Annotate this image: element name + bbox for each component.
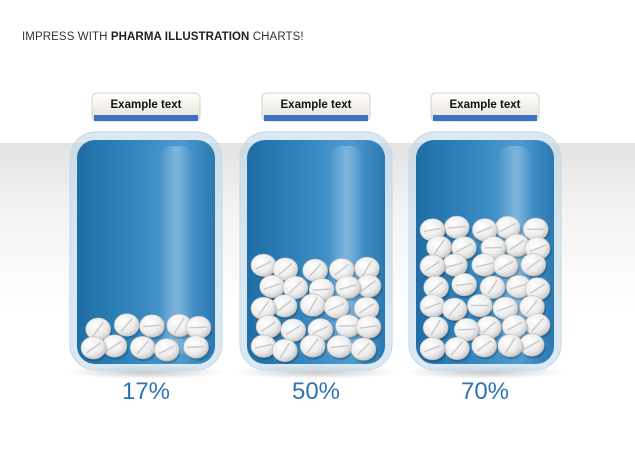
pill (101, 334, 129, 360)
pill (280, 318, 308, 344)
pill (492, 254, 520, 280)
jar-label-band (264, 115, 368, 121)
pill (282, 275, 310, 302)
pill (471, 334, 499, 360)
pill (335, 275, 362, 301)
title-bold: PHARMA ILLUSTRATION (110, 31, 250, 43)
pill (299, 334, 327, 360)
pill (139, 314, 166, 340)
pill-stack (250, 253, 383, 365)
pill (129, 335, 157, 362)
pill (250, 253, 278, 280)
pill-jar: Example text (236, 92, 396, 379)
pill (441, 297, 469, 323)
pill (299, 293, 327, 319)
pill (524, 313, 552, 339)
pill (451, 273, 479, 299)
title-suffix: CHARTS! (249, 31, 304, 43)
pill-stack (419, 215, 552, 363)
pill (166, 313, 194, 340)
category-label: Example text (281, 99, 352, 111)
value-label: 70% (460, 378, 510, 405)
jar-shine (158, 146, 194, 354)
pill (444, 215, 471, 242)
pill (520, 253, 548, 279)
pill-jar: Example text (66, 92, 226, 379)
pill (80, 336, 108, 362)
pill (479, 275, 507, 301)
pill (185, 315, 213, 342)
pill (497, 333, 525, 360)
pill-stack (80, 313, 213, 364)
pill (355, 274, 383, 300)
jar-label-band (433, 115, 537, 121)
pill (250, 334, 278, 360)
pill (271, 338, 299, 365)
title-prefix: IMPRESS WITH (22, 31, 111, 43)
page-title: IMPRESS WITH PHARMA ILLUSTRATION CHARTS! (22, 31, 304, 43)
value-label: 17% (121, 378, 171, 405)
pill (326, 334, 354, 361)
pill (355, 315, 383, 341)
category-label: Example text (450, 99, 521, 111)
pill (271, 294, 299, 320)
pill (113, 313, 141, 339)
pill (453, 318, 481, 344)
pill (503, 233, 531, 259)
pill (335, 314, 363, 340)
category-label: Example text (111, 99, 182, 111)
jar-label-band (94, 115, 198, 121)
pill (494, 215, 522, 242)
pill (153, 338, 181, 364)
value-label: 50% (291, 378, 341, 405)
pill (419, 254, 447, 280)
pill-jar: Example text (405, 92, 565, 379)
pill (419, 294, 447, 320)
pill (183, 335, 211, 361)
pill (350, 337, 378, 363)
pill (353, 296, 381, 323)
pill (419, 337, 447, 363)
pill (422, 316, 450, 342)
pill (467, 293, 494, 320)
